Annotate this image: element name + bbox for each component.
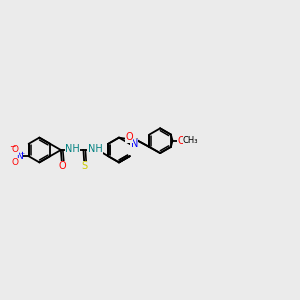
Text: −: − (9, 142, 15, 152)
Text: N: N (16, 152, 23, 161)
Text: +: + (19, 151, 24, 156)
Text: S: S (81, 161, 87, 171)
Text: O: O (11, 146, 18, 154)
Text: O: O (178, 136, 185, 146)
Text: NH: NH (65, 144, 80, 154)
Text: NH: NH (88, 144, 102, 154)
Text: O: O (11, 158, 18, 167)
Text: CH₃: CH₃ (183, 136, 198, 145)
Text: N: N (130, 140, 138, 149)
Text: O: O (58, 161, 66, 171)
Text: O: O (125, 132, 133, 142)
